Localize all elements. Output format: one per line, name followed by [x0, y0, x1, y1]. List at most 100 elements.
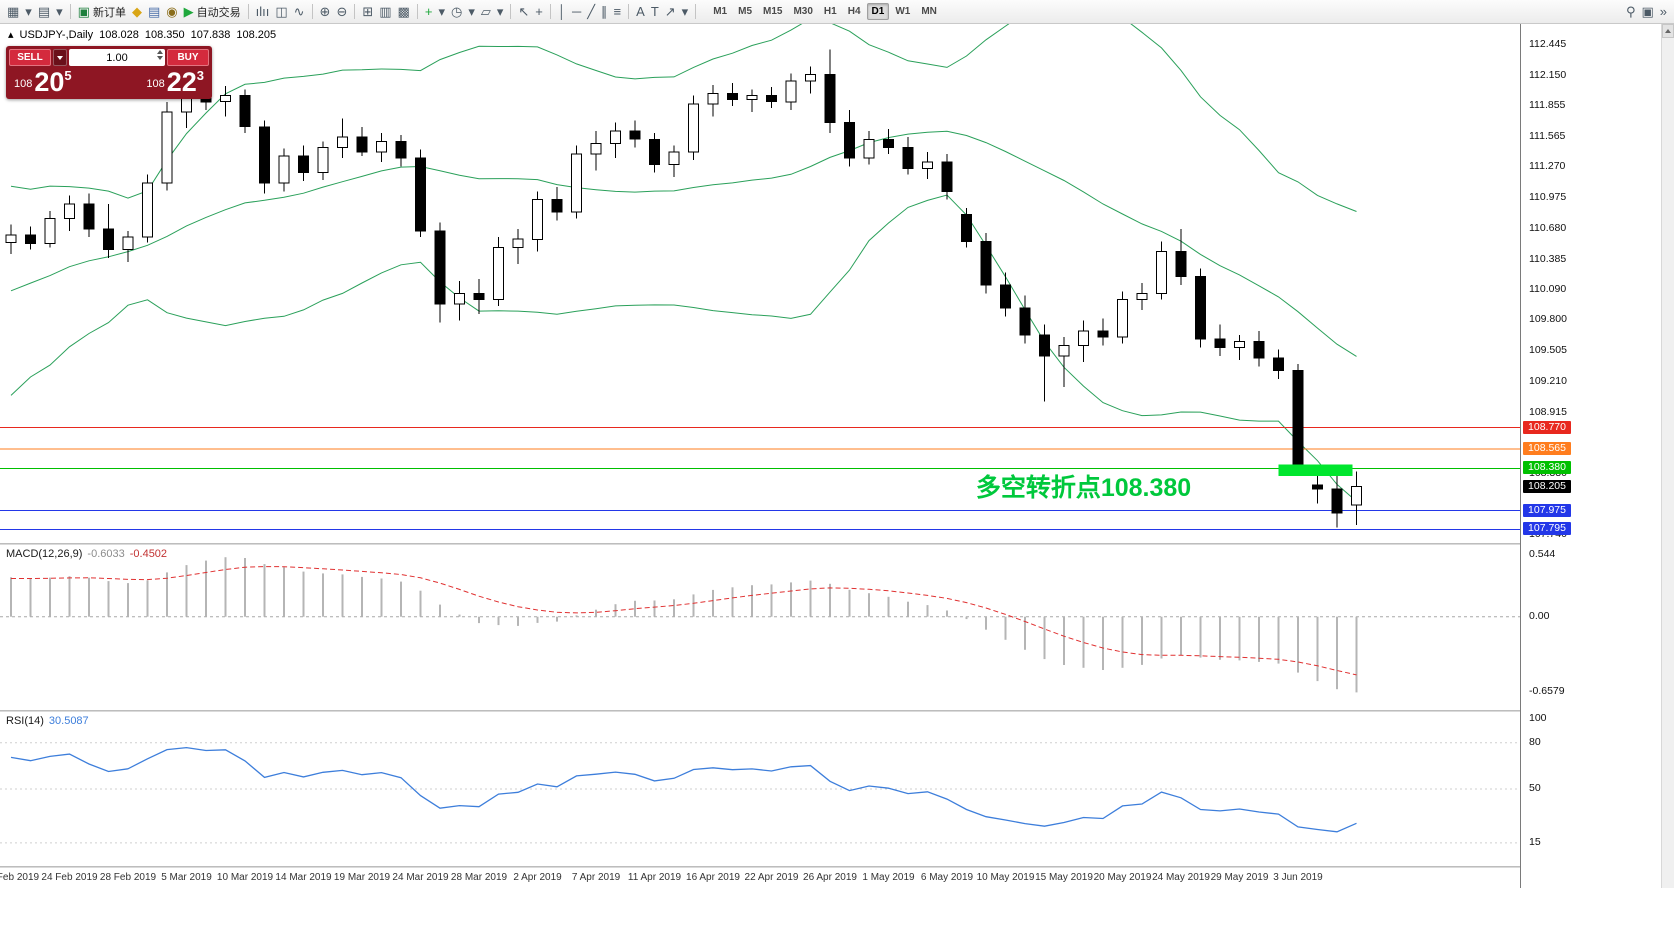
profiles-icon[interactable]: ▤ — [35, 3, 53, 20]
line-chart-icon: ∿ — [293, 4, 305, 19]
price-axis: 112.445 112.150 111.855 111.565 111.270 110.9… — [1520, 24, 1661, 888]
macd-main-value: -0.6033 — [87, 548, 125, 560]
scroll-up-icon — [1665, 29, 1671, 33]
price-axis-label: 111.565 — [1529, 129, 1566, 142]
low-value: 107.838 — [190, 28, 231, 41]
hline-price-tag[interactable]: 107.795 — [1523, 522, 1571, 536]
mql5-icon[interactable]: ◆ — [129, 3, 145, 20]
date-axis-label: 11 Apr 2019 — [627, 872, 682, 883]
fibonacci-icon[interactable]: ≡ — [611, 3, 625, 20]
profiles-dropdown-icon[interactable]: ▾ — [53, 3, 66, 20]
label-icon: T — [650, 4, 659, 19]
label-icon[interactable]: T — [648, 3, 662, 20]
autotrading-icon-label: 自动交易 — [196, 6, 241, 19]
periods-dropdown-icon[interactable]: ▾ — [465, 3, 478, 20]
bar-chart-icon[interactable]: ılıı — [253, 3, 273, 20]
stepper-up-icon[interactable] — [157, 50, 163, 54]
overflow-icon: » — [1659, 4, 1667, 19]
timeframe-m1[interactable]: M1 — [713, 6, 728, 17]
toolbar-separator — [510, 4, 512, 19]
indicators-icon[interactable]: + — [422, 3, 436, 20]
stepper-down-icon[interactable] — [157, 56, 163, 60]
high-value: 108.350 — [144, 28, 185, 41]
news-icon[interactable]: ◉ — [163, 3, 180, 20]
tile-windows-icon[interactable]: ⊞ — [359, 3, 376, 20]
scroll-up-button[interactable] — [1662, 24, 1674, 38]
new-order-icon-label: 新订单 — [92, 6, 126, 19]
print-icon[interactable]: ▤ — [145, 3, 163, 20]
price-axis-label: 112.445 — [1529, 38, 1567, 51]
hline-price-tag[interactable]: 108.565 — [1523, 442, 1571, 456]
toolbar-separator — [416, 4, 418, 19]
volume-stepper[interactable] — [157, 50, 163, 60]
buy-price[interactable]: 108 22 3 — [146, 68, 204, 96]
hline-price-tag[interactable]: 108.380 — [1523, 461, 1571, 475]
horizontal-line-icon[interactable]: ─ — [569, 3, 584, 20]
pane-separator[interactable] — [0, 710, 1674, 712]
arrange-windows-icon: ▩ — [397, 4, 410, 19]
arrows-icon[interactable]: ↗ — [662, 3, 679, 20]
buy-button[interactable]: BUY — [167, 49, 209, 66]
templates-icon[interactable]: ▱ — [478, 3, 494, 20]
timeframe-h1[interactable]: H1 — [823, 6, 837, 17]
timeframe-d1[interactable]: D1 — [866, 3, 890, 20]
zoom-in-icon[interactable]: ⊕ — [317, 3, 334, 20]
layout-icon[interactable]: ▣ — [1638, 3, 1656, 20]
price-axis-label: 108.915 — [1529, 405, 1567, 418]
new-chart-dropdown-icon: ▾ — [25, 4, 32, 19]
timeframe-h4[interactable]: H4 — [847, 6, 861, 17]
periods-icon[interactable]: ◷ — [448, 3, 465, 20]
templates-dropdown-icon[interactable]: ▾ — [494, 3, 507, 20]
macd-axis-label: 0.544 — [1529, 547, 1556, 560]
volume-input[interactable]: 1.00 — [69, 49, 165, 66]
cursor-icon[interactable]: ↖ — [515, 3, 532, 20]
macd-histogram — [10, 557, 1358, 693]
new-chart-dropdown-icon[interactable]: ▾ — [22, 3, 35, 20]
sell-price[interactable]: 108 20 5 — [14, 68, 72, 96]
volume-dropdown-button[interactable] — [53, 49, 67, 66]
macd-label: MACD(12,26,9) -0.6033 -0.4502 — [6, 548, 167, 560]
rsi-label: RSI(14) 30.5087 — [6, 715, 89, 727]
new-chart-icon[interactable]: ▦ — [4, 3, 22, 20]
cascade-windows-icon[interactable]: ▥ — [376, 3, 394, 20]
new-order-icon[interactable]: ▣ 新订单 — [75, 2, 129, 22]
arrange-windows-icon[interactable]: ▩ — [395, 3, 413, 20]
crosshair-icon: + — [535, 4, 543, 19]
line-chart-icon[interactable]: ∿ — [291, 3, 308, 20]
pane-separator[interactable] — [0, 543, 1674, 545]
highlight-rectangle — [1278, 464, 1353, 477]
pane-separator[interactable] — [0, 866, 1674, 868]
horizontal-lines — [0, 427, 1520, 530]
indicators-dropdown-icon[interactable]: ▾ — [435, 3, 448, 20]
text-icon: A — [636, 4, 645, 19]
candlestick-chart-icon[interactable]: ◫ — [272, 3, 290, 20]
channel-icon[interactable]: ∥ — [598, 3, 611, 20]
new-chart-icon: ▦ — [7, 4, 20, 19]
text-icon[interactable]: A — [633, 3, 648, 20]
timeframe-m15[interactable]: M15 — [763, 6, 783, 17]
sell-button[interactable]: SELL — [9, 49, 51, 66]
overflow-icon[interactable]: » — [1657, 3, 1670, 20]
fibonacci-icon: ≡ — [613, 4, 622, 19]
rsi-chart — [0, 712, 1520, 866]
trendline-icon[interactable]: ╱ — [584, 3, 598, 20]
hline-price-tag[interactable]: 108.770 — [1523, 420, 1571, 434]
search-icon[interactable]: ⚲ — [1623, 3, 1639, 20]
zoom-out-icon[interactable]: ⊖ — [333, 3, 350, 20]
macd-signal-value: -0.4502 — [129, 548, 168, 560]
date-axis-label: 19 Feb 2019 — [0, 872, 40, 883]
timeframe-w1[interactable]: W1 — [895, 6, 911, 17]
arrows-dropdown-icon[interactable]: ▾ — [679, 3, 692, 20]
toolbar-separator — [354, 4, 356, 19]
price-axis-label: 111.270 — [1529, 160, 1566, 173]
timeframe-m30[interactable]: M30 — [793, 6, 813, 17]
toolbar-separator — [695, 4, 697, 19]
vertical-line-icon[interactable]: │ — [555, 3, 569, 20]
timeframe-m5[interactable]: M5 — [738, 6, 753, 17]
autotrading-icon[interactable]: ▶ 自动交易 — [181, 2, 244, 22]
crosshair-icon[interactable]: + — [532, 3, 546, 20]
hline-price-tag[interactable]: 107.975 — [1523, 503, 1571, 517]
timeframe-mn[interactable]: MN — [921, 6, 937, 17]
collapse-icon[interactable]: ▴ — [8, 29, 14, 41]
vertical-scrollbar[interactable] — [1661, 24, 1674, 888]
